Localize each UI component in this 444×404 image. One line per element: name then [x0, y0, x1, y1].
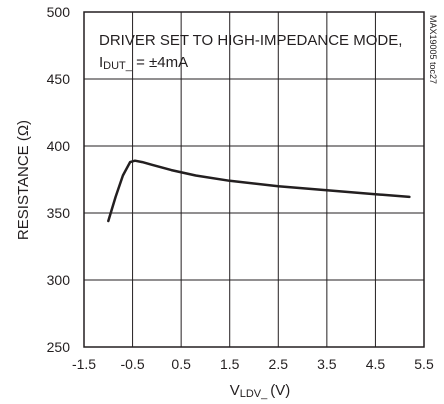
annotation-line-1: DRIVER SET TO HIGH-IMPEDANCE MODE, — [99, 32, 402, 49]
x-tick-label: 0.5 — [171, 356, 191, 372]
grid — [84, 12, 424, 347]
x-tick-label: 4.5 — [366, 356, 386, 372]
y-tick-label: 450 — [47, 71, 71, 87]
x-tick-label: 1.5 — [220, 356, 240, 372]
x-tick-label: 3.5 — [317, 356, 337, 372]
y-tick-label: 500 — [47, 4, 71, 20]
y-tick-label: 400 — [47, 138, 71, 154]
y-axis-label: RESISTANCE (Ω) — [15, 120, 32, 240]
plot-frame — [83, 11, 425, 348]
x-axis-label: VLDV_ (V) — [230, 382, 291, 400]
x-tick-labels: -1.5 -0.5 0.5 1.5 2.5 3.5 4.5 5.5 — [72, 356, 434, 372]
y-tick-label: 250 — [47, 339, 71, 355]
x-tick-label: 2.5 — [269, 356, 289, 372]
annotation-line-2: IDUT_ = ±4mA — [99, 54, 188, 72]
x-tick-label: -0.5 — [121, 356, 145, 372]
x-tick-label: -1.5 — [72, 356, 96, 372]
y-tick-label: 350 — [47, 205, 71, 221]
series-line — [107, 159, 411, 223]
figure-code: MAX19005 toc27 — [428, 15, 438, 84]
y-tick-label: 300 — [47, 272, 71, 288]
y-tick-labels: 250 300 350 400 450 500 — [47, 4, 71, 355]
x-tick-label: 5.5 — [414, 356, 434, 372]
